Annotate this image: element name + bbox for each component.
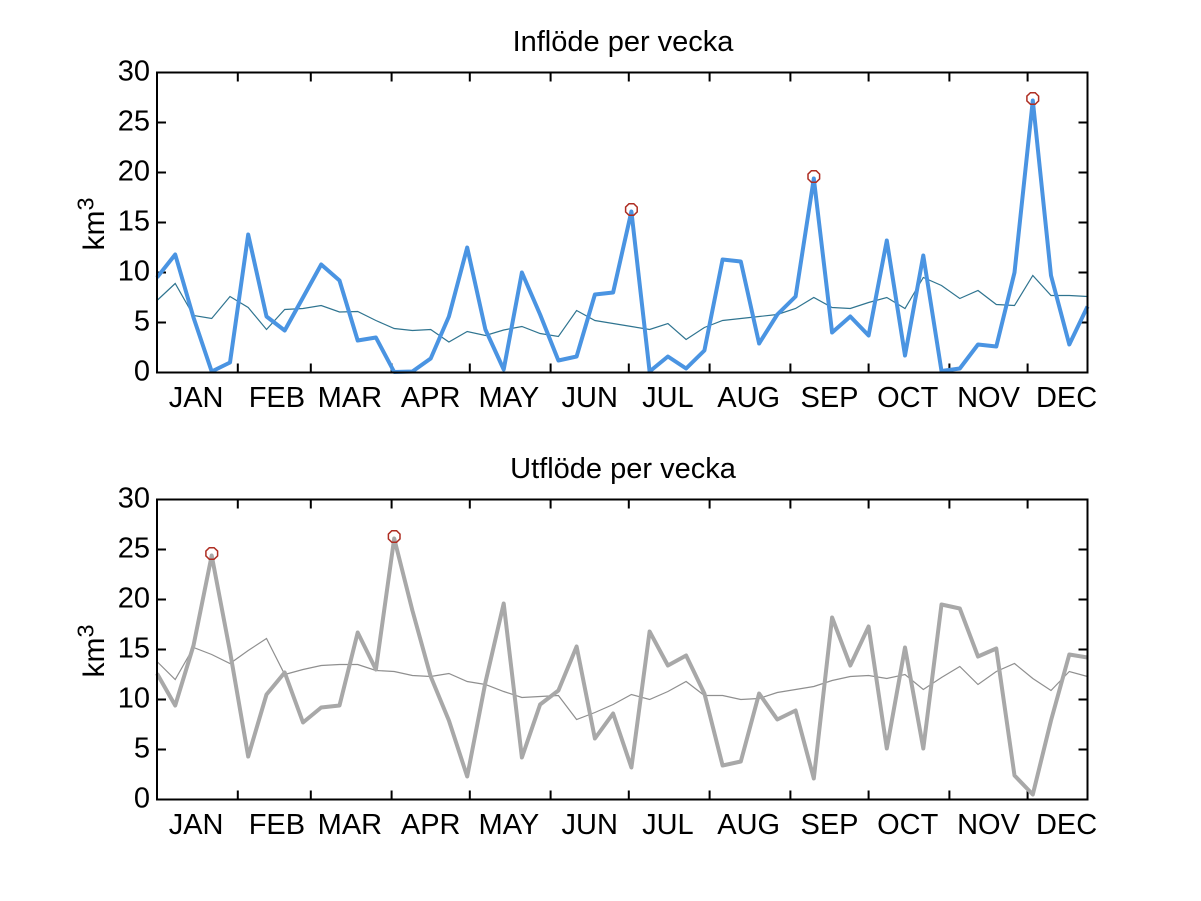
svg-text:JAN: JAN: [169, 382, 224, 414]
svg-text:15: 15: [118, 206, 150, 238]
svg-text:MAY: MAY: [479, 809, 540, 841]
svg-text:5: 5: [134, 306, 150, 338]
svg-text:0: 0: [134, 783, 150, 815]
svg-text:JUN: JUN: [562, 809, 618, 841]
svg-text:30: 30: [118, 483, 150, 515]
svg-text:15: 15: [118, 633, 150, 665]
svg-text:AUG: AUG: [717, 382, 780, 414]
svg-text:NOV: NOV: [957, 382, 1021, 414]
svg-text:JUL: JUL: [642, 382, 694, 414]
svg-text:OCT: OCT: [877, 382, 939, 414]
svg-text:MAR: MAR: [318, 382, 382, 414]
svg-text:APR: APR: [401, 809, 461, 841]
svg-text:0: 0: [134, 356, 150, 388]
svg-text:5: 5: [134, 733, 150, 765]
svg-text:NOV: NOV: [957, 809, 1021, 841]
svg-text:OCT: OCT: [877, 809, 939, 841]
svg-text:25: 25: [118, 533, 150, 565]
svg-text:APR: APR: [401, 382, 461, 414]
svg-text:Inflöde per vecka: Inflöde per vecka: [513, 26, 735, 58]
svg-text:MAY: MAY: [479, 382, 540, 414]
svg-text:10: 10: [118, 683, 150, 715]
svg-text:AUG: AUG: [717, 809, 780, 841]
svg-text:Utflöde per vecka: Utflöde per vecka: [510, 453, 737, 485]
svg-text:FEB: FEB: [249, 809, 305, 841]
svg-text:25: 25: [118, 106, 150, 138]
svg-text:FEB: FEB: [249, 382, 305, 414]
svg-text:JUL: JUL: [642, 809, 694, 841]
svg-text:JUN: JUN: [562, 382, 618, 414]
svg-text:SEP: SEP: [800, 809, 858, 841]
svg-text:DEC: DEC: [1036, 382, 1097, 414]
svg-text:MAR: MAR: [318, 809, 382, 841]
svg-text:JAN: JAN: [169, 809, 224, 841]
svg-text:20: 20: [118, 156, 150, 188]
svg-text:20: 20: [118, 583, 150, 615]
svg-text:10: 10: [118, 256, 150, 288]
svg-text:DEC: DEC: [1036, 809, 1097, 841]
svg-text:SEP: SEP: [800, 382, 858, 414]
svg-text:30: 30: [118, 56, 150, 88]
